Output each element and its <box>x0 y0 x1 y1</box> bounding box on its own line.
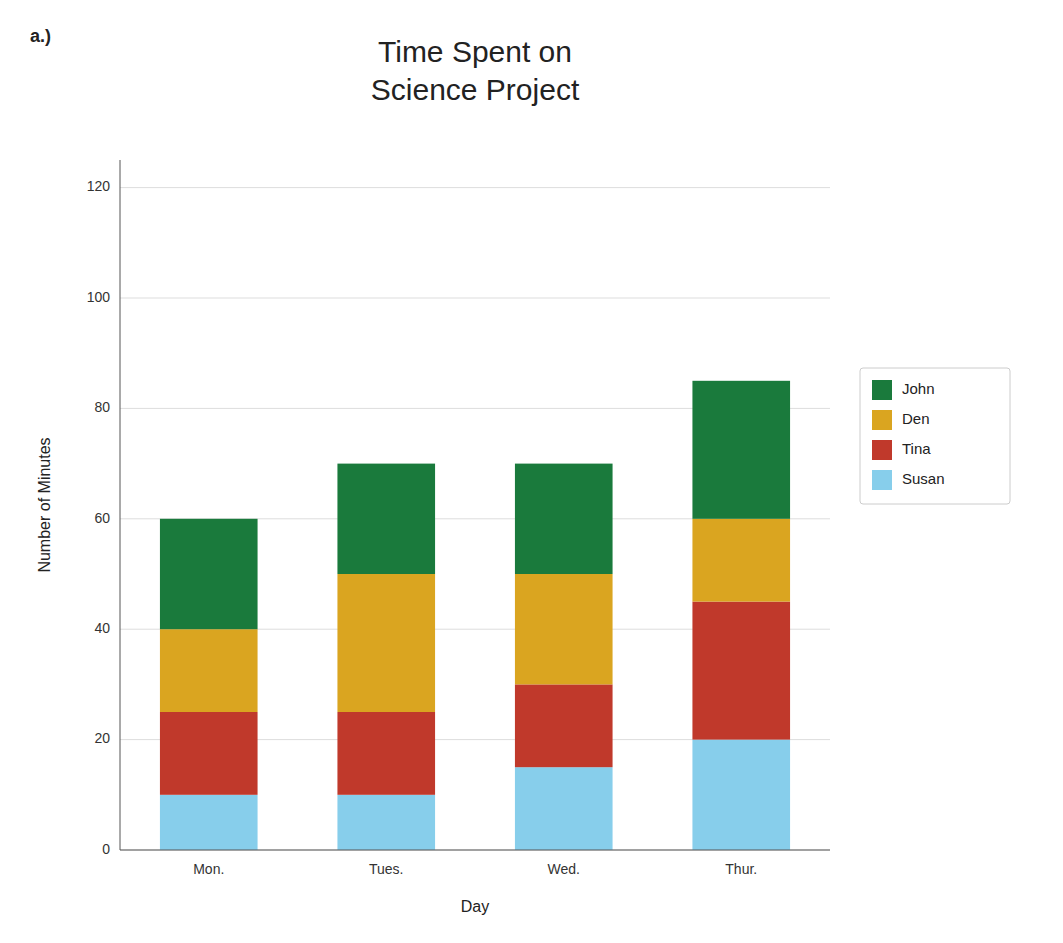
bar-segment <box>337 795 435 850</box>
grid-line <box>120 187 830 188</box>
bar-segment <box>692 740 790 850</box>
grid-line <box>120 850 830 851</box>
bar-segment <box>337 574 435 712</box>
background <box>0 0 1063 943</box>
legend-swatch <box>872 380 892 400</box>
bar-segment <box>515 767 613 850</box>
title-line: Science Project <box>371 73 580 106</box>
bar-segment <box>160 629 258 712</box>
bar-segment <box>515 684 613 767</box>
legend-label: John <box>902 380 935 397</box>
legend-box <box>860 368 1010 504</box>
legend-swatch <box>872 440 892 460</box>
bar-segment <box>692 602 790 740</box>
title-line: Time Spent on <box>378 35 572 68</box>
y-tick-label: 40 <box>94 620 110 636</box>
chart-container: a.) Time Spent on Science Project 0 20 40 60 80… <box>0 0 1063 943</box>
x-tick-label: Thur. <box>725 861 757 877</box>
legend-label: Tina <box>902 440 931 457</box>
bar-segment <box>160 519 258 629</box>
legend: John Den Tina Susan <box>860 368 1010 504</box>
annotation: a.) <box>30 26 51 46</box>
x-axis-line <box>120 850 830 851</box>
legend-swatch <box>872 470 892 490</box>
y-axis-label: Number of Minutes <box>36 437 53 572</box>
bar-segment <box>692 381 790 519</box>
bar-segment <box>160 795 258 850</box>
title: Time Spent on Science Project <box>371 35 580 106</box>
bar-segment <box>515 464 613 574</box>
legend-swatch <box>872 410 892 430</box>
chart-svg: a.) Time Spent on Science Project 0 20 40 60 80… <box>0 0 1063 943</box>
x-tick-label: Mon. <box>193 861 224 877</box>
y-tick-label: 20 <box>94 730 110 746</box>
y-tick-label: 100 <box>87 289 111 305</box>
y-tick-label: 120 <box>87 178 111 194</box>
grid-line <box>120 298 830 299</box>
bar-segment <box>692 519 790 602</box>
y-axis-line <box>120 160 121 850</box>
grid <box>120 188 830 850</box>
y-tick-label: 80 <box>94 399 110 415</box>
bar-segment <box>337 464 435 574</box>
bar-segment <box>515 574 613 684</box>
legend-label: Den <box>902 410 930 427</box>
bar-segment <box>160 712 258 795</box>
bars <box>160 381 790 850</box>
x-axis-label: Day <box>461 898 489 915</box>
x-tick-label: Wed. <box>548 861 580 877</box>
y-tick-label: 0 <box>102 841 110 857</box>
y-tick-label: 60 <box>94 510 110 526</box>
legend-label: Susan <box>902 470 945 487</box>
bar-segment <box>337 712 435 795</box>
x-tick-label: Tues. <box>369 861 404 877</box>
